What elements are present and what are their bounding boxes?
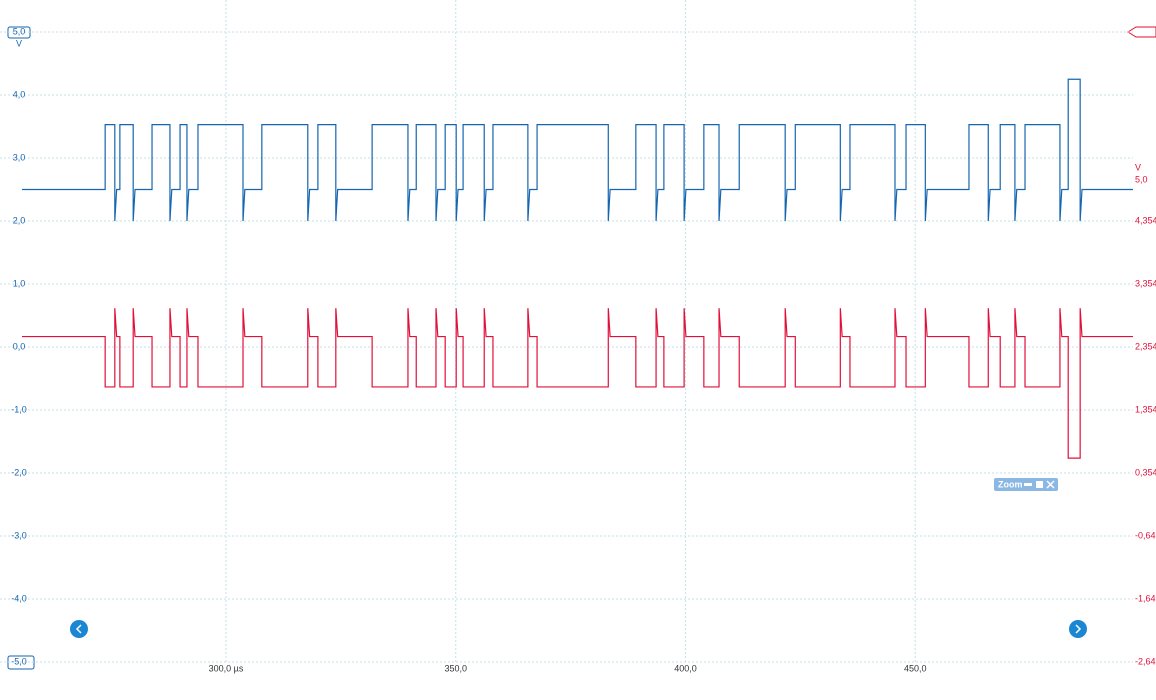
y2-tick-label: 2,354 [1135,341,1156,351]
y-tick-label: -4,0 [11,593,27,603]
y-tick-label: 3,0 [13,152,26,162]
y2-tick-label: -2,646 [1135,656,1156,666]
y-tick-label: 0,0 [13,341,26,351]
x-tick-label: 450,0 [904,663,927,673]
y2-tick-label: 1,354 [1135,404,1156,414]
trace [22,308,1133,459]
scroll-left[interactable] [70,620,88,638]
zoom-close[interactable] [1046,480,1055,489]
zoom-label: Zoom [998,479,1023,489]
y2-tick-label: 5,0 [1135,175,1148,185]
y2-tick-label: 3,354 [1135,278,1156,288]
y-tick-label: 4,0 [13,89,26,99]
y2-tick-label: -1,646 [1135,593,1156,603]
trace [22,78,1133,222]
scroll-left-icon [75,624,82,634]
zoom-minimize[interactable] [1024,483,1032,486]
y-tick-label: -3,0 [11,530,27,540]
y2-tick-label: -0,646 [1135,530,1156,540]
y-tick-label: -5,0 [11,656,27,666]
x-tick-label: 350,0 [444,663,467,673]
y-tick-label: -1,0 [11,404,27,414]
y-tick-label: -2,0 [11,467,27,477]
y-tick-label: 5,0 [13,26,26,36]
x-tick-label: 300,0 µs [209,663,244,673]
y2-axis-unit: V [1135,162,1141,172]
y-tick-label: 2,0 [13,215,26,225]
y-axis-unit: V [16,38,22,48]
y2-tick-label: 4,354 [1135,215,1156,225]
zoom-widget[interactable]: Zoom [994,478,1058,491]
y2-tick-label: 0,354 [1135,467,1156,477]
zoom-maximize[interactable] [1036,481,1043,488]
scroll-right-icon [1075,624,1082,634]
scroll-right[interactable] [1069,620,1087,638]
x-tick-label: 400,0 [674,663,697,673]
channel-b-marker[interactable] [1127,26,1156,38]
y-tick-label: 1,0 [13,278,26,288]
